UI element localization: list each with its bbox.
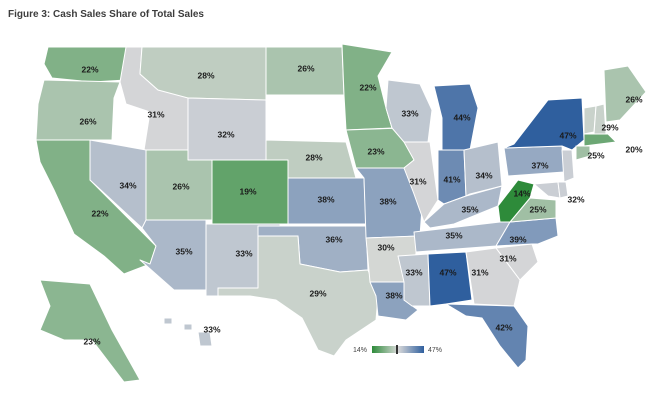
state-label-in: 41%: [443, 174, 460, 184]
state-label-wa: 22%: [81, 64, 98, 74]
state-nj: [561, 149, 575, 183]
state-sd: [265, 94, 347, 143]
state-label-mo: 38%: [379, 196, 396, 206]
state-ma: [583, 133, 617, 147]
state-label-oh: 34%: [475, 170, 492, 180]
figure-title: Figure 3: Cash Sales Share of Total Sale…: [8, 9, 204, 20]
state-ak: [39, 279, 141, 383]
state-label-sc: 31%: [499, 253, 516, 263]
state-label-id: 31%: [147, 109, 164, 119]
state-label-mn: 22%: [359, 82, 376, 92]
state-label-ms: 33%: [405, 267, 422, 277]
state-ky: [423, 185, 503, 229]
state-label-ga: 31%: [471, 267, 488, 277]
legend-marker: [396, 345, 398, 354]
legend-max-label: 47%: [428, 347, 442, 354]
state-label-ma: 20%: [625, 144, 642, 154]
state-or: [35, 79, 121, 141]
state-label-ar: 30%: [377, 242, 394, 252]
state-label-nc: 39%: [509, 234, 526, 244]
state-label-ct: 25%: [587, 150, 604, 160]
legend: 14% 47%: [353, 345, 442, 354]
state-wv: [497, 179, 535, 223]
state-il: [403, 141, 439, 223]
state-label-ak: 23%: [83, 336, 100, 346]
state-label-wy: 32%: [217, 129, 234, 139]
state-label-il: 31%: [409, 176, 426, 186]
state-label-wv: 14%: [513, 188, 530, 198]
state-label-me: 26%: [625, 94, 642, 104]
state-label-fl: 42%: [495, 322, 512, 332]
state-label-vt: 29%: [601, 122, 618, 132]
state-label-ne: 28%: [305, 152, 322, 162]
state-al: [427, 251, 473, 307]
state-label-va: 25%: [529, 204, 546, 214]
state-label-la: 38%: [385, 290, 402, 300]
state-ny: [503, 97, 585, 151]
state-tx: [217, 235, 379, 357]
state-label-tn: 35%: [445, 230, 462, 240]
state-sc: [495, 243, 539, 281]
state-label-mi: 44%: [453, 112, 470, 122]
state-label-pa: 37%: [531, 160, 548, 170]
state-ct: [575, 145, 591, 161]
state-me: [603, 65, 647, 123]
state-label-wi: 33%: [401, 108, 418, 118]
state-label-co: 19%: [239, 186, 256, 196]
state-label-nv: 34%: [119, 180, 136, 190]
state-de: [557, 181, 569, 199]
state-label-ny: 47%: [559, 130, 576, 140]
state-label-md: 32%: [567, 194, 584, 204]
state-label-az: 35%: [175, 246, 192, 256]
state-label-ut: 26%: [172, 181, 189, 191]
state-label-ok: 36%: [325, 234, 342, 244]
state-md: [533, 181, 561, 199]
state-label-ia: 23%: [367, 146, 384, 156]
state-label-tx: 29%: [309, 288, 326, 298]
state-label-mt: 28%: [197, 70, 214, 80]
legend-min-label: 14%: [353, 347, 367, 354]
state-hi: [163, 317, 213, 347]
state-label-ca: 22%: [91, 208, 108, 218]
state-label-ky: 35%: [461, 204, 478, 214]
state-label-or: 26%: [79, 116, 96, 126]
state-label-ks: 38%: [317, 194, 334, 204]
state-label-nm: 33%: [235, 248, 252, 258]
state-fl: [445, 303, 529, 369]
state-label-nd: 26%: [297, 63, 314, 73]
state-label-al: 47%: [439, 267, 456, 277]
state-label-hi: 33%: [203, 324, 220, 334]
